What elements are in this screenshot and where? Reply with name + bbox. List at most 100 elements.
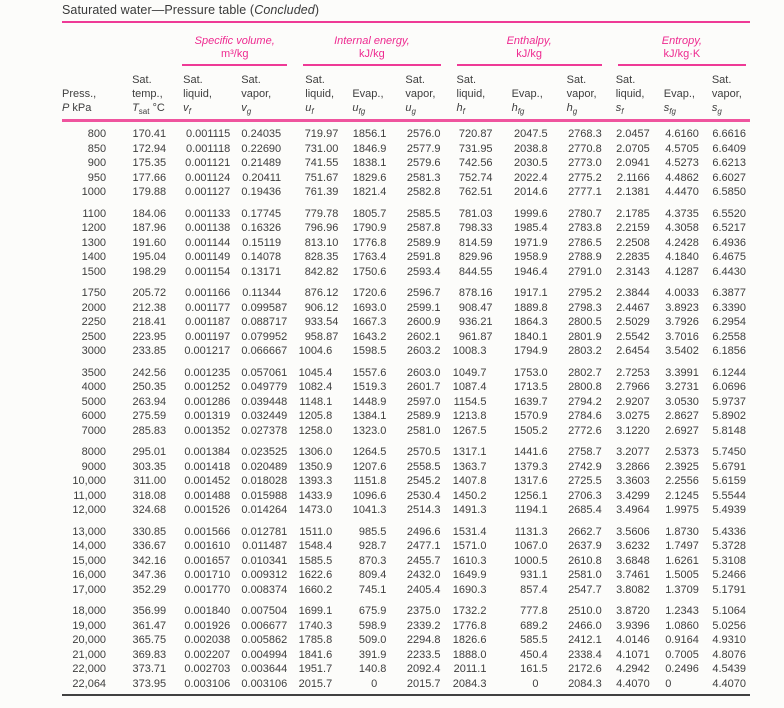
cell-sf: 2.9207 <box>616 395 650 408</box>
cell-ug: 2602.1 <box>406 330 441 343</box>
cell-vf: 0.001286 <box>184 395 231 408</box>
cell-hf: 1049.7 <box>452 366 487 379</box>
cell-hg: 2725.5 <box>568 475 602 487</box>
cell-sg: 5.6159 <box>712 475 746 487</box>
cell-pressure: 21,000 <box>72 648 107 661</box>
cell-ufg: 870.3 <box>358 554 387 567</box>
cell-uf: 796.96 <box>304 222 339 234</box>
cell-hf: 844.55 <box>458 265 493 278</box>
cell-sfg: 3.7016 <box>665 330 699 343</box>
cell-vf: 0.001154 <box>185 265 231 278</box>
cell-vg: 0.16326 <box>241 222 282 234</box>
cell-sfg: 1.6261 <box>665 554 699 567</box>
cell-sf: 3.5606 <box>616 525 650 538</box>
cell-uf: 842.82 <box>304 265 339 278</box>
cell-hfg: 1889.8 <box>513 301 548 314</box>
cell-ug: 2591.8 <box>406 251 441 263</box>
cell-sfg: 2.2556 <box>665 475 699 487</box>
cell-pressure: 1200 <box>81 222 107 234</box>
group-underline: Specific volume, m³/kg <box>182 35 288 66</box>
cell-vg: 0.014264 <box>241 504 288 516</box>
cell-vg: 0.011487 <box>242 540 288 552</box>
cell-hg: 2685.4 <box>568 504 602 516</box>
cell-vg: 0.008374 <box>241 583 288 596</box>
cell-hf: 2011.1 <box>453 663 487 675</box>
cell-sf: 3.1220 <box>616 424 650 437</box>
cell-sfg: 3.8923 <box>665 301 699 314</box>
table-row: 16,000 347.36 0.001710 0.009312 1622.6 809.4 2… <box>62 568 750 583</box>
saturated-water-pressure-table: Specific volume, m³/kg Internal energy, kJ/… <box>62 23 750 691</box>
cell-sf: 2.1381 <box>616 186 650 198</box>
cell-hfg: 1999.6 <box>513 207 548 220</box>
column-group-header: Internal energy, kJ/kg <box>291 23 444 66</box>
cell-sat-temp: 242.56 <box>132 366 167 379</box>
table-row: 2500 223.95 0.001197 0.079952 958.87 1643.2 26… <box>62 330 750 345</box>
cell-sf: 2.0941 <box>616 157 650 169</box>
cell-vf: 0.001770 <box>184 583 231 596</box>
cell-vg: 0.049779 <box>241 381 288 393</box>
cell-ug: 2545.2 <box>406 475 441 487</box>
group-header-row: Specific volume, m³/kg Internal energy, kJ/… <box>62 23 750 66</box>
cell-uf: 1045.4 <box>298 366 333 379</box>
table-row: 14,000 336.67 0.001610 0.011487 1548.4 928.7 2… <box>62 539 750 554</box>
cell-sg: 5.1064 <box>712 605 746 617</box>
cell-vf: 0.002703 <box>184 663 231 675</box>
cell-ufg: 140.8 <box>358 663 387 675</box>
cell-uf: 1511.0 <box>299 525 333 538</box>
cell-hf: 1008.3 <box>452 345 487 357</box>
cell-ufg: 1838.1 <box>352 157 387 169</box>
cell-vg: 0.19436 <box>241 186 282 198</box>
cell-hg: 2412.1 <box>568 634 602 646</box>
cell-uf: 1205.8 <box>298 410 333 422</box>
cell-hf: 814.59 <box>458 236 493 249</box>
column-header-pressure: Press., P kPa <box>62 66 111 122</box>
cell-hg: 2772.6 <box>568 424 602 437</box>
cell-vg: 0.057061 <box>241 366 288 379</box>
cell-uf: 1740.3 <box>298 619 333 632</box>
table-row: 17,000 352.29 0.001770 0.008374 1660.2 745.1 2… <box>62 583 750 598</box>
cell-ug: 2597.0 <box>406 395 441 408</box>
cell-pressure: 1400 <box>81 251 107 263</box>
table-row: 18,000 356.99 0.001840 0.007504 1699.1 675.9 2… <box>62 604 750 619</box>
table-title: Saturated water—Pressure table (Conclude… <box>62 3 750 23</box>
cell-uf: 1082.4 <box>298 381 333 393</box>
cell-hf: 720.87 <box>458 128 493 140</box>
table-row: 3000 233.85 0.001217 0.066667 1004.6 1598.5 26… <box>62 344 750 359</box>
table-row: 950 177.66 0.001124 0.20411 751.67 1829.6 2581… <box>62 171 750 186</box>
column-header-ug: Sat. vapor, ug <box>390 66 445 122</box>
cell-uf: 1004.6 <box>298 345 333 357</box>
cell-uf: 751.67 <box>304 171 339 184</box>
cell-pressure: 16,000 <box>72 569 107 581</box>
cell-sfg: 3.3991 <box>665 366 699 379</box>
cell-sf: 4.0146 <box>616 634 650 646</box>
cell-sat-temp: 263.94 <box>132 395 167 408</box>
cell-ufg: 391.9 <box>358 648 387 661</box>
cell-sat-temp: 318.08 <box>132 489 167 502</box>
cell-vg: 0.007504 <box>241 605 288 617</box>
cell-sg: 6.5850 <box>712 186 746 198</box>
cell-pressure: 2500 <box>81 330 107 343</box>
cell-sat-temp: 342.16 <box>132 554 167 567</box>
cell-hf: 742.56 <box>458 157 493 169</box>
cell-sf: 3.8720 <box>616 605 650 617</box>
cell-hf: 1407.8 <box>452 475 487 487</box>
cell-ug: 2339.2 <box>406 619 441 632</box>
table-bottom-rule <box>62 694 750 696</box>
cell-sfg: 0.9164 <box>665 634 699 646</box>
cell-sfg: 1.8730 <box>665 525 699 538</box>
cell-ufg: 1384.1 <box>352 410 387 422</box>
cell-sat-temp: 324.68 <box>132 504 167 516</box>
cell-sg: 5.4939 <box>712 504 746 516</box>
cell-vf: 0.001319 <box>184 410 231 422</box>
cell-vf: 0.003106 <box>184 677 231 690</box>
cell-hfg: 689.2 <box>520 619 548 632</box>
cell-hf: 752.74 <box>458 171 493 184</box>
cell-uf: 1585.5 <box>298 554 333 567</box>
cell-sf: 2.4467 <box>616 301 650 314</box>
cell-uf: 1473.0 <box>298 504 333 516</box>
cell-sg: 6.3390 <box>712 301 746 314</box>
cell-sf: 3.7461 <box>616 569 650 581</box>
cell-sg: 5.1791 <box>712 583 746 596</box>
cell-hg: 2662.7 <box>568 525 602 538</box>
cell-hg: 2786.5 <box>568 236 602 249</box>
